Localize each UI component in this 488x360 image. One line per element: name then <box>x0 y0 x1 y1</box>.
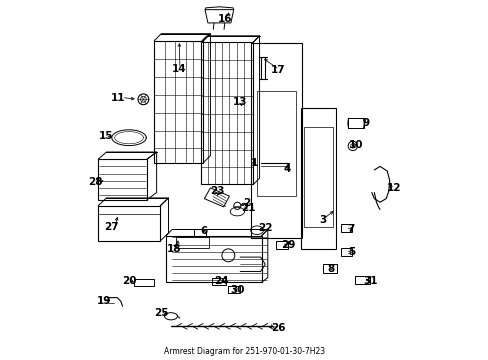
Text: 28: 28 <box>88 177 102 187</box>
Text: 20: 20 <box>122 276 136 286</box>
Text: 25: 25 <box>154 309 168 318</box>
Text: 12: 12 <box>386 183 401 193</box>
Text: 3: 3 <box>319 215 326 225</box>
Text: 24: 24 <box>213 276 228 286</box>
Text: 8: 8 <box>327 264 334 274</box>
Text: 15: 15 <box>99 131 113 141</box>
Text: 31: 31 <box>363 276 377 286</box>
Text: 27: 27 <box>103 222 118 232</box>
Text: 6: 6 <box>200 226 207 236</box>
Text: 30: 30 <box>230 285 244 296</box>
Text: 18: 18 <box>166 244 181 254</box>
Text: 1: 1 <box>250 158 258 168</box>
Text: 4: 4 <box>283 164 291 174</box>
Text: 21: 21 <box>241 203 256 213</box>
Text: 10: 10 <box>348 140 362 150</box>
Text: 13: 13 <box>232 97 247 107</box>
Text: 7: 7 <box>347 224 354 234</box>
Text: 17: 17 <box>271 64 285 75</box>
Text: 14: 14 <box>172 64 186 74</box>
Text: 26: 26 <box>271 323 285 333</box>
Text: 11: 11 <box>111 93 125 103</box>
Text: Armrest Diagram for 251-970-01-30-7H23: Armrest Diagram for 251-970-01-30-7H23 <box>163 347 325 356</box>
Text: 5: 5 <box>348 247 355 257</box>
Text: 9: 9 <box>362 118 369 128</box>
Text: 22: 22 <box>258 224 272 233</box>
Text: 23: 23 <box>210 186 224 197</box>
Text: 19: 19 <box>97 296 111 306</box>
Text: 29: 29 <box>281 240 295 250</box>
Text: 2: 2 <box>242 198 249 208</box>
Text: 16: 16 <box>217 14 231 24</box>
